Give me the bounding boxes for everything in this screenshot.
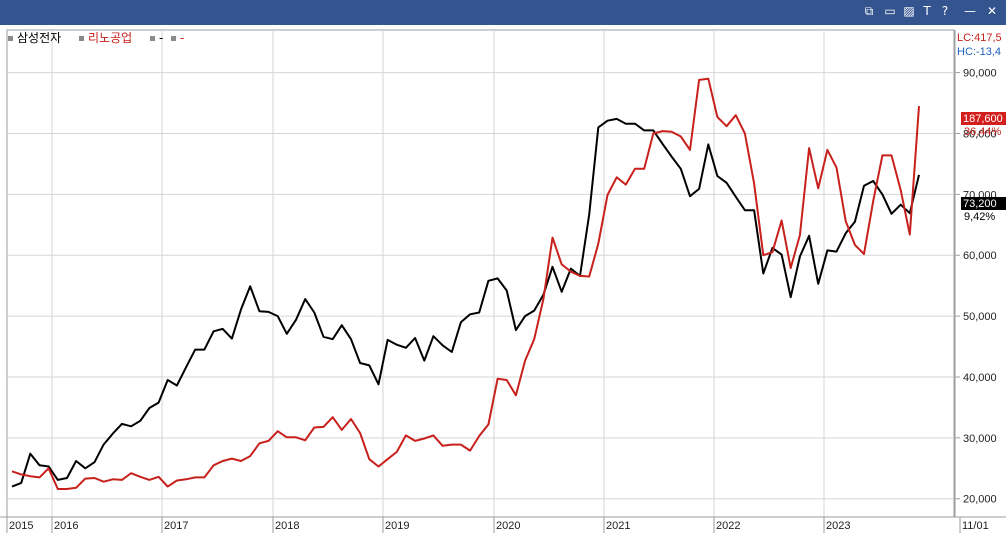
legend-label: 리노공업: [88, 31, 132, 45]
x-tick-label: 2019: [385, 520, 409, 532]
window-tile-icon[interactable]: ▭: [884, 4, 896, 18]
price-comparison-chart: 20,00030,00040,00050,00060,00070,00080,0…: [0, 29, 1006, 539]
x-tick-label: 11/01: [962, 520, 989, 532]
change-label: 9,42%: [964, 211, 995, 223]
series-line-1: [11, 77, 920, 490]
hc-readout: HC:-13,4: [957, 46, 1001, 58]
y-tick-label: 30,000: [963, 433, 997, 445]
color-fill-icon[interactable]: ▨: [903, 4, 915, 18]
legend-marker: [171, 36, 176, 41]
help-icon[interactable]: ?: [941, 4, 949, 18]
grid: [7, 30, 954, 517]
last-price-box: [961, 197, 1006, 210]
x-tick-label: 2018: [275, 520, 299, 532]
legend: 삼성전자 리노공업 - -: [8, 31, 184, 45]
x-tick-label: 2023: [826, 520, 850, 532]
x-tick-label: 2021: [606, 520, 630, 532]
legend-marker: [150, 36, 155, 41]
y-tick-label: 80,000: [963, 128, 997, 140]
series-layer: [11, 77, 920, 490]
window-restore-icon[interactable]: ⧉: [864, 4, 874, 18]
y-axis: 20,00030,00040,00050,00060,00070,00080,0…: [955, 68, 997, 506]
x-tick-label: 2022: [716, 520, 740, 532]
last-price-label: 187,600: [963, 113, 1003, 125]
change-label: 36,44%: [964, 126, 1002, 138]
y-tick-label: 60,000: [963, 250, 997, 262]
x-tick-label: 2017: [164, 520, 188, 532]
minimize-icon[interactable]: —: [964, 4, 976, 18]
y-tick-label: 90,000: [963, 68, 997, 80]
legend-label: -: [180, 31, 184, 45]
x-tick-label: 2020: [496, 520, 520, 532]
y-tick-label: 40,000: [963, 372, 997, 384]
y-tick-label: 50,000: [963, 311, 997, 323]
legend-marker: [79, 36, 84, 41]
lc-readout: LC:417,5: [957, 32, 1002, 44]
x-axis: 2015 2016 2017 2018 2019 2020 2021 2022 2023 11/0…: [6, 517, 989, 533]
last-price-label: 73,200: [963, 198, 997, 210]
plot-area: [6, 29, 955, 518]
x-axis-panel: [0, 517, 1006, 539]
readouts: LC:417,5 HC:-13,4: [957, 32, 1002, 58]
chart-frame: 20,000 30,000 40,000 50,000 60,000 70,000 80,0…: [0, 25, 1006, 539]
y-axis-panel: [955, 30, 1006, 517]
close-icon[interactable]: ✕: [986, 4, 998, 18]
y-tick-label: 20,000: [963, 494, 997, 506]
legend-label: -: [159, 31, 163, 45]
legend-label: 삼성전자: [17, 31, 61, 45]
legend-marker: [8, 36, 13, 41]
x-tick-label: 2016: [54, 520, 78, 532]
window-titlebar: ⧉ ▭ ▨ T? — ✕: [0, 0, 1006, 25]
text-tool-icon[interactable]: T: [923, 4, 931, 18]
series-line-0: [11, 117, 920, 488]
x-tick-label: 2015: [9, 520, 33, 532]
last-price-box: [961, 112, 1006, 125]
